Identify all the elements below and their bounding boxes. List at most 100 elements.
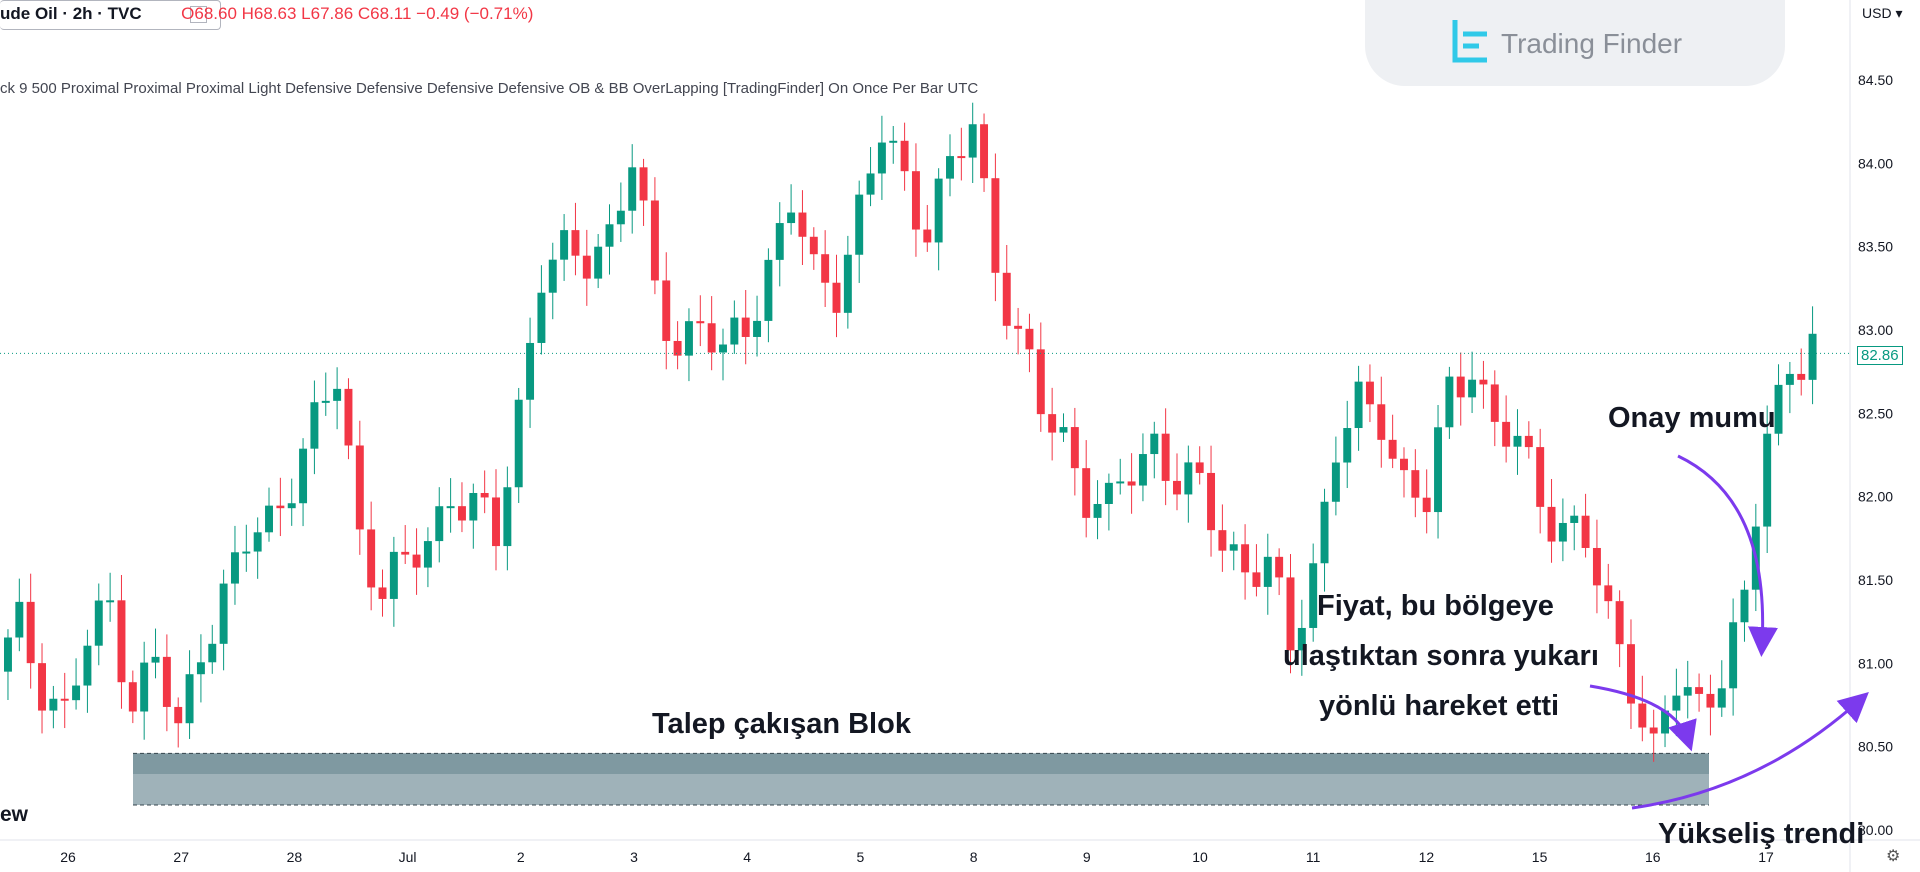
candle-body: [1502, 421, 1511, 447]
candle-body: [1592, 547, 1601, 586]
candle-body: [1275, 556, 1284, 578]
x-tick-label: 16: [1645, 849, 1661, 865]
candle-body: [1150, 433, 1159, 455]
candle-body: [1014, 325, 1023, 329]
arrow-to-zone: [1589, 684, 1697, 752]
candle-body: [1422, 497, 1431, 513]
candle-body: [287, 503, 296, 509]
candle-body: [446, 506, 455, 509]
x-tick-label: 15: [1532, 849, 1548, 865]
candle-body: [1627, 644, 1635, 704]
candle-body: [764, 259, 773, 321]
candle-body: [571, 230, 580, 256]
x-tick-label: 8: [970, 849, 978, 865]
candle-body: [1717, 688, 1726, 708]
candle-body: [1797, 373, 1806, 380]
x-tick-label: 17: [1758, 849, 1774, 865]
y-tick-label: 83.50: [1858, 239, 1893, 255]
candle-body: [582, 255, 591, 279]
symbol-box[interactable]: [0, 0, 221, 30]
candle-body: [1059, 427, 1068, 433]
candle-body: [1093, 503, 1102, 518]
candle-body: [1445, 376, 1454, 428]
candle-body: [832, 282, 841, 313]
candle-body: [1615, 601, 1624, 645]
currency-selector[interactable]: USD ▾: [1862, 5, 1903, 21]
y-tick-label: 81.50: [1858, 572, 1893, 588]
y-tick-label: 82.50: [1858, 405, 1893, 421]
candle-body: [662, 280, 671, 341]
candle-body: [639, 167, 648, 201]
candle-body: [1309, 563, 1318, 628]
candle-body: [968, 124, 977, 158]
candle-body: [174, 706, 183, 724]
candle-body: [684, 321, 693, 356]
candle-body: [548, 259, 557, 293]
candle-body: [1207, 472, 1216, 531]
y-tick-label: 84.00: [1858, 155, 1893, 171]
candle-body: [196, 662, 205, 675]
x-tick-label: 4: [743, 849, 751, 865]
zone-label: Talep çakışan Blok: [652, 708, 911, 740]
candle-body: [1263, 556, 1272, 587]
candle-body: [1138, 454, 1147, 486]
candle-body: [934, 178, 943, 243]
candle-body: [367, 529, 376, 588]
candle-body: [106, 600, 115, 603]
candle-body: [1229, 544, 1238, 551]
candle-body: [514, 399, 523, 488]
candle-body: [1740, 589, 1749, 623]
candle-body: [526, 342, 535, 400]
candle-body: [1490, 384, 1499, 422]
candle-body: [1365, 381, 1374, 405]
candle-body: [1195, 462, 1204, 473]
candle-body: [1570, 515, 1579, 523]
candle-body: [1082, 468, 1091, 518]
candle-body: [537, 292, 546, 343]
candle-body: [1184, 462, 1193, 495]
candle-body: [423, 541, 432, 568]
x-tick-label: 5: [857, 849, 865, 865]
candle-body: [1729, 622, 1738, 689]
candle-body: [616, 210, 625, 225]
flag-icon[interactable]: [190, 6, 207, 23]
candle-body: [1649, 727, 1658, 734]
chart-header: ude Oil · 2h · TVC O68.60 H68.63 L67.86 …: [0, 4, 533, 24]
candle-body: [60, 698, 69, 701]
settings-icon[interactable]: ⚙: [1886, 848, 1901, 865]
x-tick-label: 2: [517, 849, 525, 865]
indicator-label[interactable]: ck 9 500 Proximal Proximal Proximal Ligh…: [0, 80, 979, 97]
candle-body: [696, 321, 705, 324]
candle-body: [219, 583, 228, 644]
candle-body: [1604, 585, 1613, 602]
logo-text: Trading Finder: [1501, 28, 1683, 59]
candle-body: [1331, 462, 1340, 502]
candle-body: [1785, 373, 1794, 385]
candle-body: [1252, 572, 1261, 587]
candle-body: [753, 320, 762, 337]
candle-body: [1536, 447, 1545, 507]
candle-body: [355, 445, 364, 530]
candle-body: [1695, 687, 1704, 694]
x-tick-label: 28: [287, 849, 303, 865]
x-tick-label: 12: [1419, 849, 1435, 865]
candle-body: [650, 200, 659, 281]
candle-body: [344, 388, 353, 446]
x-tick-label: 10: [1192, 849, 1208, 865]
y-tick-label: 84.50: [1858, 72, 1893, 88]
candle-body: [276, 505, 285, 509]
candle-body: [128, 682, 137, 712]
candle-body: [843, 254, 852, 313]
symbol-label[interactable]: ude Oil · 2h · TVC: [0, 4, 142, 23]
candle-body: [1456, 376, 1465, 398]
candle-body: [1388, 439, 1397, 459]
candle-body: [1070, 427, 1079, 469]
candle-body: [1036, 349, 1045, 415]
trend-label: Yükseliş trendi: [1658, 818, 1865, 850]
candle-body: [299, 448, 308, 504]
candle-body: [594, 246, 603, 279]
candle-body: [923, 229, 932, 243]
candle-body: [412, 554, 421, 568]
x-tick-label: 11: [1306, 849, 1321, 865]
